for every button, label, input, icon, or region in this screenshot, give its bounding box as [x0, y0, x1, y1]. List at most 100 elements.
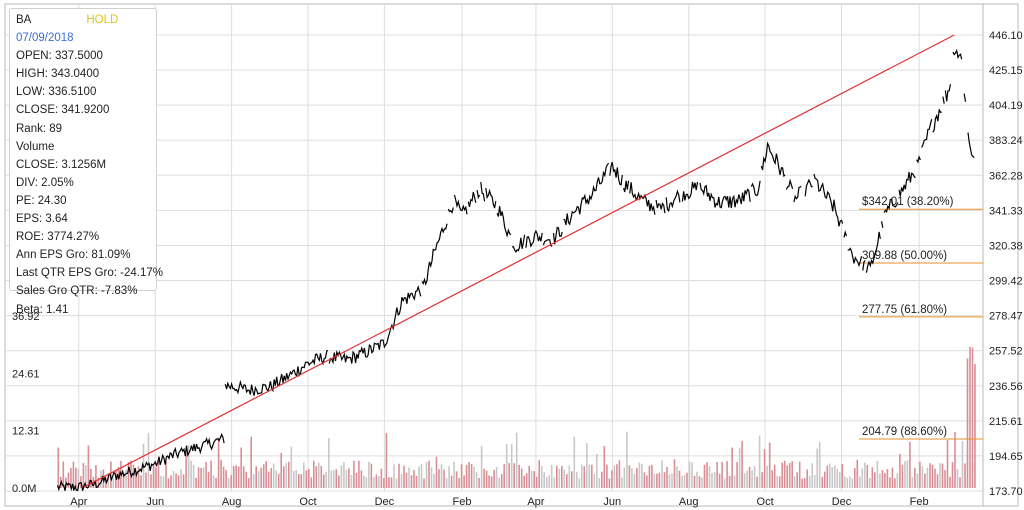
- volume-bar: [561, 465, 563, 488]
- volume-bar: [310, 477, 313, 488]
- volume-bar: [265, 461, 267, 488]
- volume-bar: [846, 477, 849, 488]
- volume-bar: [666, 466, 668, 488]
- volume-bar: [67, 472, 70, 488]
- volume-bar: [308, 469, 310, 488]
- volume-bar: [746, 470, 748, 488]
- volume-bar: [212, 475, 215, 488]
- volume-bar: [668, 474, 671, 488]
- volume-bar: [593, 474, 596, 488]
- volume-bar: [105, 477, 107, 488]
- volume-bar: [751, 470, 753, 488]
- volume-bar: [643, 472, 646, 488]
- volume-bar: [358, 460, 360, 488]
- volume-bar: [611, 470, 613, 488]
- volume-bar: [375, 474, 378, 488]
- volume-bar: [741, 440, 743, 488]
- volume-bar: [85, 465, 87, 488]
- volume-bar: [395, 478, 398, 488]
- volume-bar: [961, 441, 964, 488]
- volume-bar: [801, 478, 803, 488]
- volume-bar: [771, 470, 773, 488]
- volume-bar: [523, 475, 525, 488]
- volume-bar: [298, 474, 300, 488]
- volume-bar: [122, 473, 125, 488]
- volume-bar: [673, 459, 676, 488]
- volume-bar: [818, 442, 821, 488]
- volume-bar: [796, 472, 798, 488]
- volume-bar: [803, 478, 806, 488]
- volume-bar: [388, 477, 390, 488]
- volume-bar: [378, 476, 380, 488]
- volume-bar: [576, 471, 578, 488]
- x-tick-label: Oct: [299, 496, 316, 508]
- rank-value: Rank: 89: [16, 122, 63, 135]
- volume-bar: [260, 467, 262, 488]
- volume-bar: [350, 475, 353, 488]
- volume-bar: [926, 467, 929, 488]
- volume-bar: [450, 475, 453, 488]
- fib-level-label: 277.75 (61.80%): [862, 304, 947, 316]
- y-tick-label: 194.65: [989, 451, 1023, 463]
- volume-bar: [826, 465, 829, 488]
- volume-tick-label: 36.92: [12, 311, 40, 323]
- volume-bar: [137, 466, 140, 488]
- volume-bar: [100, 470, 102, 488]
- volume-bar: [408, 467, 410, 488]
- volume-bar: [558, 468, 561, 488]
- volume-bar: [651, 464, 653, 488]
- volume-bar: [370, 463, 373, 488]
- pe-value: PE: 24.30: [16, 194, 67, 207]
- volume-bar: [513, 463, 515, 488]
- y-tick-label: 215.61: [989, 416, 1023, 428]
- volume-bar: [836, 468, 839, 488]
- rating-badge: HOLD: [86, 14, 119, 26]
- volume-bar: [305, 470, 308, 488]
- volume-bar: [716, 462, 718, 488]
- volume-bar: [881, 470, 884, 488]
- volume-bar: [849, 476, 851, 488]
- volume-bar: [974, 364, 976, 488]
- volume-bar: [320, 466, 323, 488]
- volume-bar: [403, 465, 405, 488]
- volume-bar: [726, 461, 728, 488]
- volume-bar: [949, 476, 951, 488]
- volume-bar: [125, 469, 127, 488]
- volume-bar: [430, 467, 433, 488]
- volume-bar: [786, 465, 788, 488]
- volume-bar: [964, 463, 966, 488]
- volume-bar: [488, 475, 490, 488]
- low-value: LOW: 336.5100: [16, 86, 97, 99]
- volume-bar: [896, 473, 899, 488]
- volume-bar: [889, 477, 891, 488]
- volume-bar: [182, 474, 185, 488]
- volume-bar: [70, 467, 72, 488]
- volume-bar: [235, 465, 237, 488]
- volume-bar: [533, 471, 535, 488]
- volume-bar: [766, 465, 768, 488]
- volume-bar: [816, 448, 818, 488]
- volume-bar: [460, 464, 463, 488]
- volume-bar: [959, 477, 961, 488]
- volume-bar: [626, 431, 628, 488]
- volume-bar: [696, 471, 698, 488]
- volume-bar: [528, 465, 530, 488]
- volume-bar: [636, 468, 638, 488]
- volume-bar: [556, 465, 558, 488]
- volume-bar: [781, 462, 783, 488]
- volume-bar: [152, 464, 155, 488]
- x-tick-label: Feb: [910, 496, 929, 508]
- volume-bar: [135, 471, 137, 488]
- volume-bar: [355, 473, 358, 488]
- volume-bar: [240, 447, 242, 488]
- volume-bar: [493, 469, 495, 488]
- y-tick-label: 362.28: [989, 170, 1023, 182]
- volume-bar: [723, 478, 726, 488]
- volume-bar: [202, 467, 205, 488]
- volume-bar: [345, 470, 348, 488]
- y-tick-label: 236.56: [989, 381, 1023, 393]
- volume-bar: [190, 460, 192, 488]
- volume-bar: [323, 474, 325, 488]
- volume-bar: [566, 474, 568, 488]
